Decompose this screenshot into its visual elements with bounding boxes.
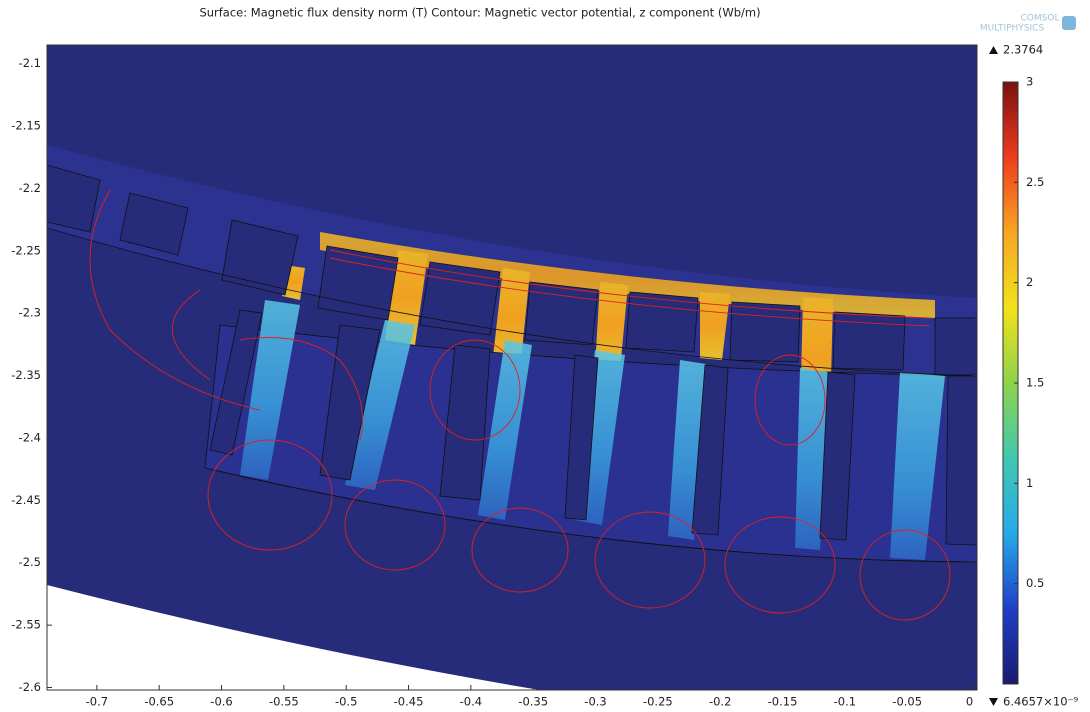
- x-tick-label: -0.6: [210, 695, 232, 709]
- logo-icon: [1062, 16, 1076, 30]
- colorbar-tick-label: 2.5: [1026, 175, 1044, 189]
- x-tick-label: -0.1: [834, 695, 856, 709]
- max-label: 2.3764: [1003, 43, 1043, 57]
- y-tick-label: -2.5: [19, 555, 41, 569]
- y-tick-label: -2.45: [11, 493, 41, 507]
- x-tick-label: -0.7: [86, 695, 108, 709]
- colorbar-tick-label: 1.5: [1026, 376, 1044, 390]
- x-tick-label: -0.15: [768, 695, 798, 709]
- plot-area: [47, 45, 977, 690]
- y-tick-label: -2.35: [11, 368, 41, 382]
- x-tick-label: -0.3: [584, 695, 606, 709]
- chart-title: Surface: Magnetic flux density norm (T) …: [199, 6, 760, 20]
- colorbar-tick-label: 2: [1026, 275, 1033, 289]
- y-tick-label: -2.6: [19, 680, 41, 694]
- x-tick-label: -0.4: [460, 695, 482, 709]
- colorbar-tick-label: 1: [1026, 476, 1033, 490]
- logo-text: MULTIPHYSICS: [980, 24, 1045, 34]
- y-tick-label: -2.1: [19, 56, 41, 70]
- x-tick-label: -0.2: [709, 695, 731, 709]
- x-tick-label: -0.65: [144, 695, 174, 709]
- y-tick-label: -2.25: [11, 243, 41, 257]
- x-tick-label: -0.45: [394, 695, 424, 709]
- x-tick-label: -0.55: [269, 695, 299, 709]
- colorbar-tick-label: 3: [1026, 75, 1033, 89]
- x-tick-label: -0.25: [643, 695, 673, 709]
- x-tick-label: 0: [966, 695, 973, 709]
- y-tick-label: -2.15: [11, 119, 41, 133]
- chart: Surface: Magnetic flux density norm (T) …: [0, 0, 1090, 712]
- y-tick-label: -2.55: [11, 618, 41, 632]
- y-tick-label: -2.2: [19, 181, 41, 195]
- min-marker: [989, 698, 998, 706]
- y-tick-label: -2.3: [19, 306, 41, 320]
- x-tick-label: -0.5: [335, 695, 357, 709]
- max-marker: [989, 46, 998, 54]
- x-tick-label: -0.05: [892, 695, 922, 709]
- colorbar-tick-label: 0.5: [1026, 576, 1044, 590]
- x-tick-label: -0.35: [518, 695, 548, 709]
- min-label: 6.4657×10⁻⁹: [1003, 695, 1079, 709]
- y-tick-label: -2.4: [19, 430, 41, 444]
- logo-text: COMSOL: [1021, 14, 1060, 24]
